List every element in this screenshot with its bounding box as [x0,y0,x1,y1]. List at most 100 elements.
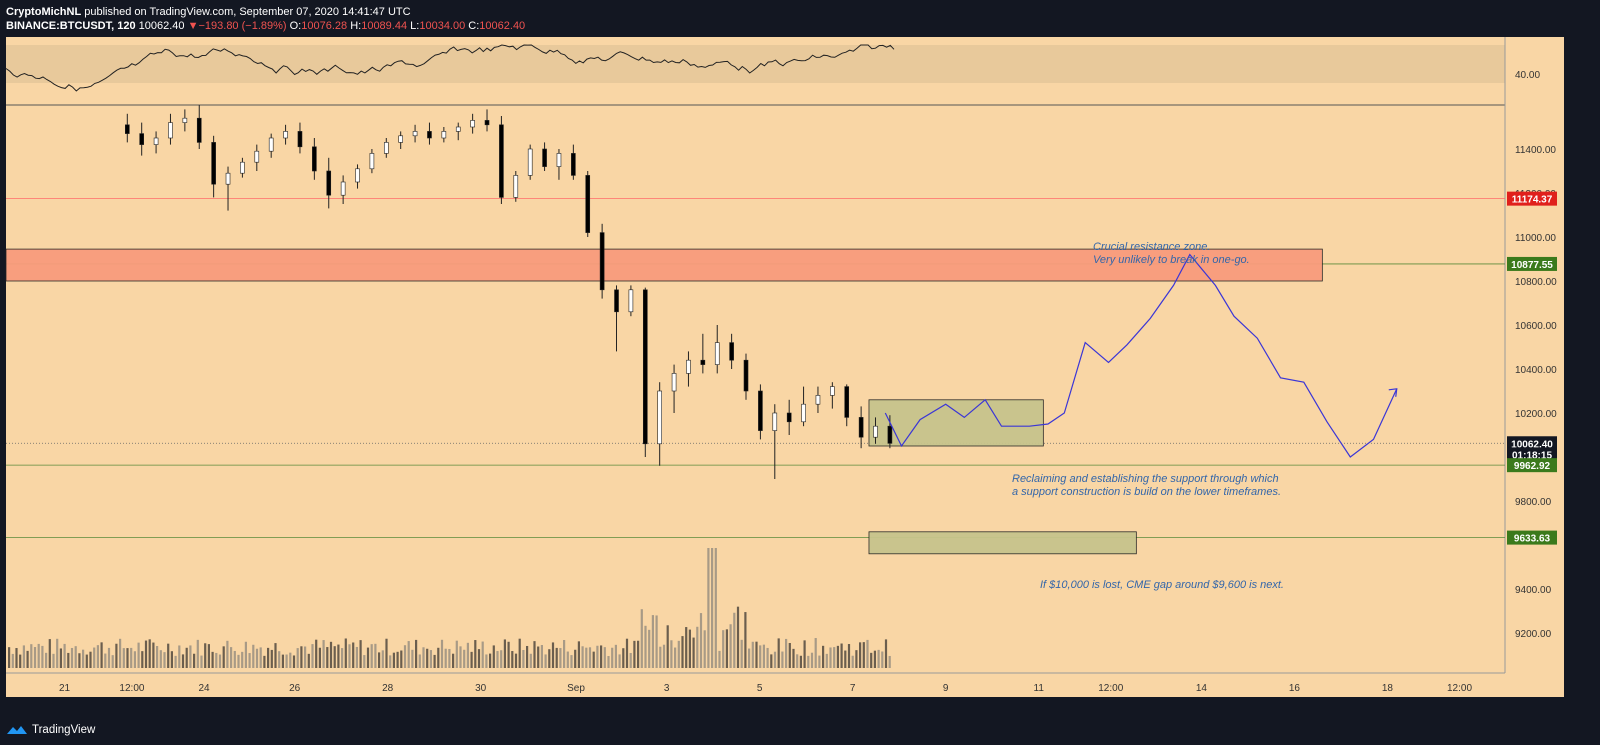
volume-bar [89,651,92,668]
volume-bar [755,641,758,668]
volume-bar [537,646,540,668]
volume-bar [85,654,88,668]
volume-bar [548,649,551,668]
volume-bar [285,654,288,668]
candle-body [599,232,605,291]
volume-bar [844,650,847,668]
volume-bar [363,655,366,668]
volume-bar [130,647,133,668]
price-axis[interactable] [1505,37,1564,673]
candle-body [628,289,634,313]
volume-bar [167,643,170,668]
y-tick-label: 11400.00 [1515,145,1556,156]
volume-bar [56,638,59,668]
time-axis[interactable] [6,673,1564,697]
volume-bar [200,655,203,668]
volume-bar [270,649,273,668]
volume-bar [799,655,802,668]
volume-bar [770,654,773,668]
y-tick-label: 9400.00 [1515,585,1552,596]
volume-bar [333,646,336,668]
candle-body [283,131,288,139]
candle-body [312,146,317,172]
volume-bar [174,655,177,668]
volume-bar [385,638,388,668]
volume-bar [644,625,647,668]
volume-bar [729,624,732,668]
volume-bar [255,648,259,668]
y-tick-label: 10600.00 [1515,321,1557,332]
volume-bar [470,651,473,668]
volume-bar [555,647,558,668]
rsi-line [5,44,895,92]
volume-bar [585,647,588,668]
y-tick-label: 11000.00 [1515,233,1556,244]
author-name[interactable]: CryptoMichNL [6,6,82,18]
volume-bar [403,645,407,668]
volume-bar [37,643,40,668]
volume-bar [685,627,688,668]
volume-bar [304,646,307,668]
volume-bar [418,654,421,668]
volume-bar [810,652,814,668]
cme-gap-zone [868,531,1137,555]
volume-bar [244,641,247,668]
candle-body [657,390,662,445]
volume-bar [503,639,506,668]
y-tick-label: 10200.00 [1515,409,1557,420]
volume-bar [762,644,765,668]
candle-body [383,142,389,154]
volume-bar [877,649,880,668]
volume-bar [648,629,651,668]
volume-bar [341,648,344,668]
candle-body [844,386,850,418]
candle-body [786,412,792,423]
candle-body [125,124,130,134]
volume-bar [389,655,392,668]
volume-bar [185,647,188,668]
volume-bar [381,650,384,668]
volume-bar [859,642,862,668]
volume-bar [511,651,514,668]
volume-bar [725,629,728,668]
volume-bar [122,648,125,668]
ohlc-line: BINANCE:BTCUSDT, 120 10062.40 ▼−193.80 (… [6,19,525,33]
volume-bar [433,654,436,668]
x-tick-label: 11 [1034,683,1045,694]
price-badge [1507,447,1557,462]
volume-bar [59,648,62,668]
candle-body [412,131,418,137]
volume-bar [289,652,292,668]
volume-bar [803,640,806,668]
annotation-resistance-line2: Very unlikely to break in one-go. [1093,254,1250,266]
price-change: −193.80 (−1.89%) [198,20,287,32]
volume-bar [278,651,281,668]
volume-bar [100,642,103,668]
volume-bar [544,654,547,668]
volume-bar [707,548,710,668]
candle-body [887,425,893,444]
rsi-band [6,45,1505,83]
volume-bar [178,645,181,668]
volume-bar [359,640,362,668]
volume-bar [829,647,832,668]
candle-body [671,373,677,392]
price-badge-label: 10062.40 [1511,439,1553,450]
projection-path [884,253,1398,458]
volume-bars [8,548,891,668]
annotation-resistance: Crucial resistance zone. Very unlikely t… [1093,241,1250,266]
y-tick-label: 9800.00 [1515,497,1552,508]
candle-body [801,403,806,423]
volume-bar [411,649,414,668]
volume-bar [703,630,706,668]
brand-footer[interactable]: TradingView [6,722,95,738]
volume-bar [33,647,37,668]
candle-body [758,390,763,431]
volume-bar [230,647,233,668]
volume-bar [625,638,629,668]
x-tick-label: 21 [59,683,71,694]
candle-body [369,153,375,170]
volume-bar [588,647,592,668]
volume-bar [396,651,399,668]
